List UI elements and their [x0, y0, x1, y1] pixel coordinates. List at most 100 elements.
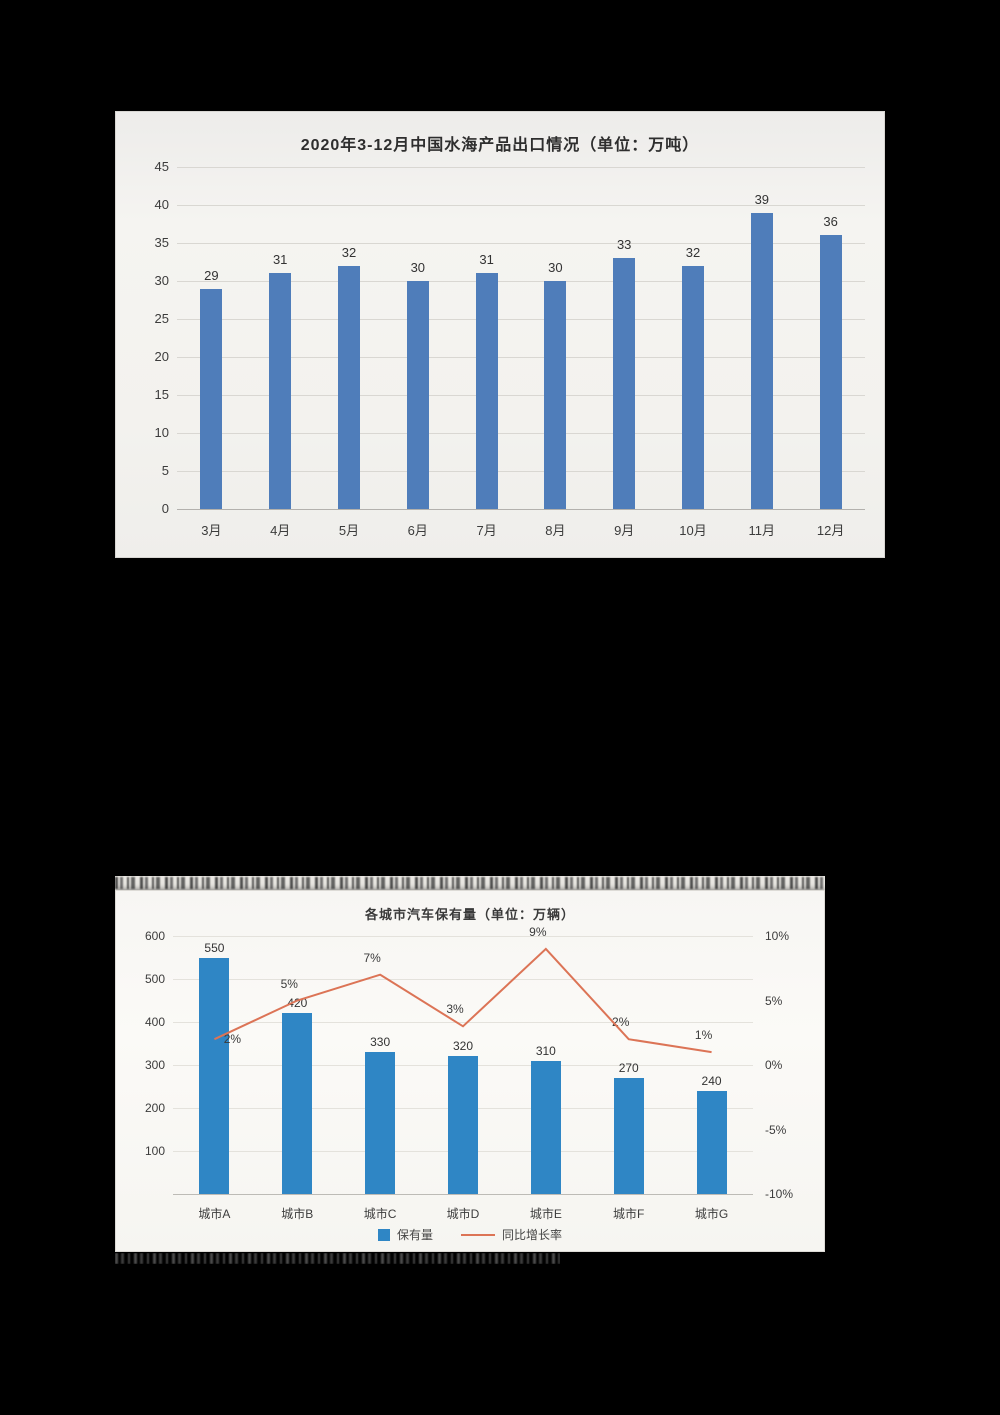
car-ownership-plot-area: 600 500 400 300 200 100 10% 5% 0% -5% -10% 550 城市A 2%… [145, 925, 793, 1221]
x-axis-label: 城市F [613, 1207, 645, 1221]
gridline [173, 979, 753, 980]
gridline [177, 205, 865, 206]
bar [613, 258, 636, 509]
x-axis-label: 12月 [816, 523, 845, 538]
y-axis-label: 10 [154, 425, 169, 440]
x-axis-label: 8月 [545, 523, 566, 538]
line-series-swatch [461, 1233, 495, 1236]
bar-value-label: 270 [618, 1060, 639, 1075]
bar-value-label: 240 [701, 1073, 722, 1088]
gridline [177, 281, 865, 282]
y-axis-label: 30 [154, 273, 169, 288]
gridline [177, 433, 865, 434]
bar-value-label: 32 [341, 244, 357, 260]
bar [200, 288, 223, 509]
right-axis-label: 10% [765, 929, 790, 943]
y-axis-label: 5 [161, 463, 169, 478]
bar-value-label: 330 [370, 1035, 391, 1050]
bar [269, 273, 292, 509]
bar-value-label: 32 [685, 244, 701, 260]
legend-label-bars: 保有量 [396, 1228, 433, 1242]
legend-item-line: 同比增长率 [461, 1226, 562, 1243]
seafood-export-chart-panel: 2020年3-12月中国水海产品出口情况（单位：万吨） 0 5 10 15 20 25 30… [115, 111, 885, 558]
x-axis-label: 6月 [407, 523, 428, 538]
x-axis-label: 11月 [748, 523, 776, 538]
x-axis-label: 9月 [614, 523, 635, 538]
line-value-label: 3% [446, 1002, 464, 1017]
bar-series-swatch [377, 1228, 390, 1241]
left-axis-label: 500 [144, 972, 165, 986]
bar-value-label: 31 [272, 252, 288, 268]
gridline [177, 319, 865, 320]
bar-value-label: 30 [410, 260, 426, 275]
bar [338, 265, 360, 509]
left-axis-label: 200 [144, 1101, 165, 1115]
bar-value-label: 39 [754, 191, 770, 207]
bar-value-label: 31 [479, 252, 494, 268]
right-axis-label: -10% [765, 1187, 794, 1201]
x-axis-label: 城市D [446, 1207, 480, 1221]
chart-title: 各城市汽车保有量（单位：万辆） [364, 907, 575, 922]
left-axis-label: 600 [144, 929, 165, 943]
gridline [173, 936, 753, 937]
bar [819, 235, 842, 509]
bar [475, 273, 498, 509]
y-axis-label: 40 [154, 197, 169, 212]
bar [696, 1090, 727, 1194]
bar-value-label: 550 [204, 940, 225, 955]
growth-rate-line [214, 947, 712, 1054]
line-value-label: 1% [694, 1028, 713, 1043]
line-value-label: 7% [363, 950, 381, 965]
y-axis-label: 35 [154, 235, 169, 250]
bar [282, 1013, 313, 1194]
line-value-label: 5% [280, 976, 298, 991]
legend-item-bars: 保有量 [377, 1226, 433, 1243]
x-axis-label: 10月 [679, 523, 707, 538]
bar [544, 281, 567, 509]
bar-value-label: 310 [535, 1043, 556, 1058]
car-ownership-chart-panel: 各城市汽车保有量（单位：万辆） 600 500 400 300 200 100 10% 5% 0… [115, 890, 825, 1252]
blurred-text-strip [115, 1253, 560, 1264]
legend-label-line: 同比增长率 [502, 1228, 563, 1242]
right-axis-label: 0% [765, 1058, 783, 1072]
chart-title: 2020年3-12月中国水海产品出口情况（单位：万吨） [300, 137, 700, 154]
gridline [173, 1022, 753, 1023]
bar-value-label: 33 [616, 237, 632, 253]
axis-baseline [173, 1194, 753, 1195]
x-axis-label: 4月 [270, 523, 291, 538]
blurred-text-strip [115, 876, 825, 890]
chart-legend: 保有量 同比增长率 [115, 1226, 825, 1243]
line-value-label: 2% [223, 1032, 242, 1047]
seafood-export-plot-area: 0 5 10 15 20 25 30 35 40 45 29 3月 31 4月 32 5月 30 6月 31 7月 30… [155, 159, 865, 538]
bar [448, 1056, 478, 1194]
gridline [177, 357, 865, 358]
bar [682, 265, 704, 509]
y-axis-label: 0 [161, 501, 169, 516]
bar-value-label: 320 [452, 1039, 474, 1054]
x-axis-label: 城市E [529, 1207, 562, 1221]
bar [199, 957, 230, 1194]
bar [406, 281, 429, 509]
gridline [177, 395, 865, 396]
right-axis-label: -5% [765, 1122, 787, 1137]
bar [365, 1052, 396, 1194]
y-axis-label: 20 [154, 349, 169, 364]
x-axis-label: 5月 [338, 523, 360, 538]
y-axis-label: 45 [154, 159, 169, 174]
x-axis-label: 3月 [201, 523, 222, 538]
y-axis-label: 25 [154, 311, 169, 326]
left-axis-label: 300 [144, 1058, 165, 1072]
bar-value-label: 36 [823, 214, 838, 230]
left-axis-label: 400 [144, 1015, 165, 1029]
left-axis-label: 100 [144, 1144, 165, 1158]
gridline [177, 471, 865, 472]
x-axis-label: 7月 [476, 523, 497, 538]
x-axis-label: 城市G [694, 1207, 729, 1221]
bar-value-label: 29 [204, 267, 219, 283]
x-axis-label: 城市C [363, 1207, 397, 1221]
gridline [177, 509, 865, 510]
bar-value-label: 30 [548, 260, 563, 275]
bar [613, 1077, 644, 1194]
line-value-label: 9% [529, 924, 547, 939]
